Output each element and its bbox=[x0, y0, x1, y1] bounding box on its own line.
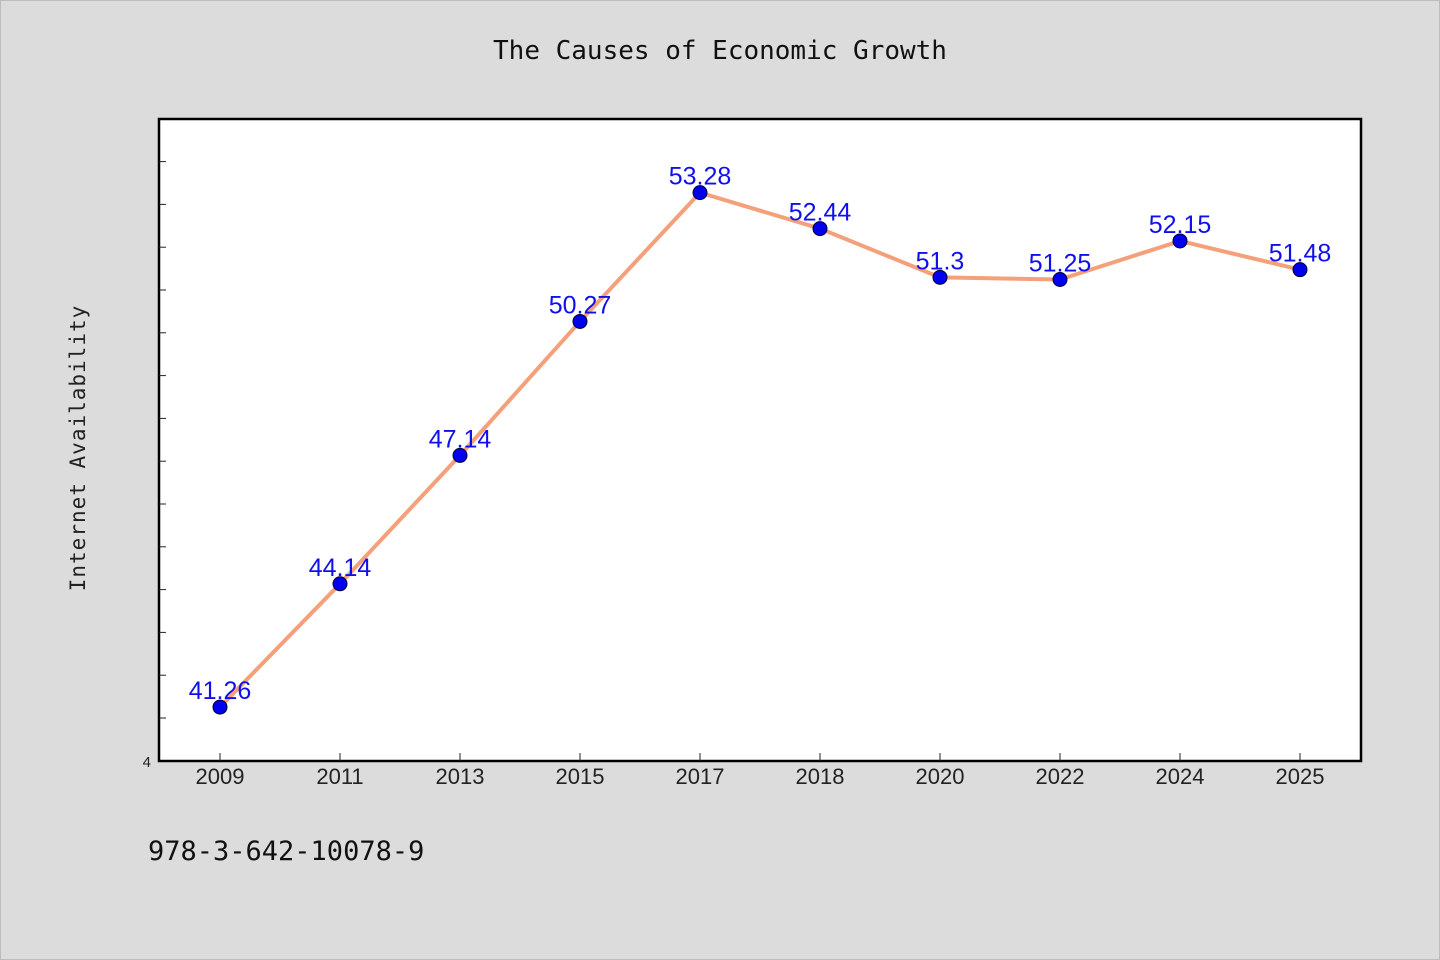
data-label: 50.27 bbox=[549, 291, 612, 319]
data-point bbox=[332, 576, 348, 592]
data-label: 47.14 bbox=[429, 425, 492, 453]
chart-title: The Causes of Economic Growth bbox=[493, 36, 947, 66]
data-point bbox=[812, 221, 828, 237]
data-point bbox=[932, 269, 948, 285]
data-label: 44.14 bbox=[309, 554, 372, 582]
data-label: 52.44 bbox=[789, 199, 852, 227]
data-point bbox=[692, 185, 708, 201]
footer-code: 978-3-642-10078-9 bbox=[148, 836, 425, 867]
data-point bbox=[1052, 272, 1068, 287]
data-point bbox=[1172, 233, 1188, 249]
x-tick-label: 2009 bbox=[196, 764, 245, 789]
data-label: 51.3 bbox=[916, 247, 965, 275]
x-tick-label: 2015 bbox=[556, 764, 605, 789]
data-label: 52.15 bbox=[1149, 211, 1212, 239]
x-tick-label: 2024 bbox=[1156, 764, 1205, 789]
x-tick-label: 2025 bbox=[1276, 764, 1325, 789]
data-point bbox=[1292, 262, 1308, 278]
data-point bbox=[572, 313, 588, 329]
data-point bbox=[452, 447, 468, 463]
data-label: 51.48 bbox=[1269, 240, 1332, 268]
x-tick-label: 2022 bbox=[1036, 764, 1085, 789]
y-tick-label: 4 bbox=[143, 754, 151, 771]
data-label: 41.26 bbox=[189, 677, 252, 705]
x-tick-label: 2018 bbox=[796, 764, 845, 789]
plot-area bbox=[157, 117, 1363, 763]
x-tick-label: 2013 bbox=[436, 764, 485, 789]
x-tick-label: 2017 bbox=[676, 764, 725, 789]
x-tick-label: 2020 bbox=[916, 764, 965, 789]
data-label: 53.28 bbox=[669, 163, 732, 191]
data-label: 51.25 bbox=[1029, 250, 1092, 278]
x-tick-label: 2011 bbox=[316, 764, 363, 789]
series-line bbox=[218, 190, 1302, 710]
data-point bbox=[212, 699, 228, 715]
